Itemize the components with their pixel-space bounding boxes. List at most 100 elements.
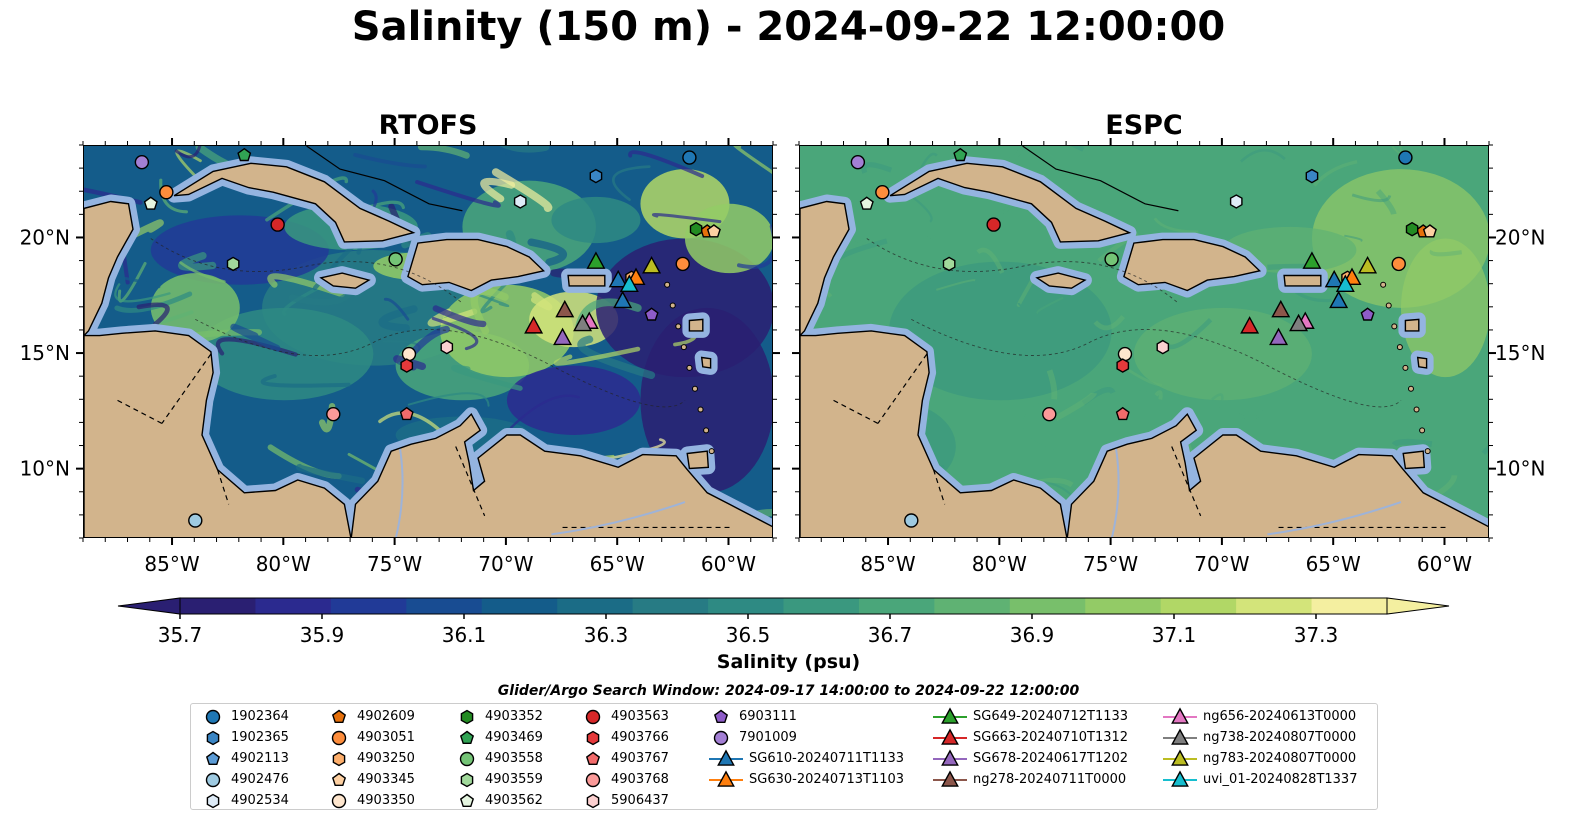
legend-marker[interactable] (459, 751, 475, 766)
observation-marker[interactable] (586, 251, 606, 269)
legend-marker[interactable] (585, 709, 601, 724)
salinity-filament (383, 297, 410, 321)
observation-marker[interactable] (706, 224, 721, 238)
observation-marker[interactable] (613, 290, 633, 309)
observation-marker[interactable] (1229, 194, 1243, 209)
salinity-filament (733, 146, 772, 174)
observation-marker[interactable] (589, 168, 603, 184)
legend-marker[interactable] (586, 793, 600, 808)
observation-marker[interactable] (859, 196, 874, 210)
observation-marker[interactable] (553, 327, 573, 346)
legend-marker[interactable] (460, 772, 474, 787)
observation-marker[interactable] (689, 221, 703, 237)
search-window-caption: Glider/Argo Search Window: 2024-09-17 14… (497, 683, 1080, 699)
legend-marker[interactable] (206, 793, 220, 808)
legend-marker[interactable] (332, 751, 346, 766)
observation-marker[interactable] (1302, 251, 1322, 269)
observation-marker[interactable] (1398, 150, 1413, 165)
legend-marker[interactable] (205, 751, 221, 765)
legend-marker[interactable] (717, 748, 735, 766)
legend-marker[interactable] (331, 772, 347, 786)
observation-marker[interactable] (573, 313, 593, 332)
legend-marker[interactable] (585, 772, 601, 787)
observation-marker[interactable] (1324, 269, 1344, 288)
legend-marker[interactable] (717, 769, 735, 787)
observation-marker[interactable] (524, 316, 544, 334)
observation-marker[interactable] (1360, 307, 1375, 321)
observation-marker[interactable] (986, 217, 1001, 232)
legend-marker[interactable] (1171, 727, 1189, 745)
observation-marker[interactable] (619, 274, 639, 292)
legend-marker[interactable] (459, 730, 475, 744)
map-panel-espc[interactable] (799, 145, 1489, 538)
observation-marker[interactable] (1289, 313, 1309, 332)
legend-marker[interactable] (586, 730, 600, 745)
legend-marker[interactable] (206, 730, 220, 745)
salinity-filament (1481, 445, 1488, 455)
observation-marker[interactable] (608, 269, 628, 288)
observation-marker[interactable] (143, 196, 158, 210)
observation-marker[interactable] (682, 150, 697, 165)
observation-marker[interactable] (1104, 252, 1119, 267)
observation-marker[interactable] (1405, 221, 1419, 237)
observation-marker[interactable] (1042, 406, 1057, 422)
observation-marker[interactable] (942, 256, 956, 272)
observation-marker[interactable] (953, 147, 968, 162)
legend-item: 4903350 (327, 790, 415, 811)
legend-marker[interactable] (1171, 706, 1189, 724)
observation-marker[interactable] (1269, 327, 1289, 346)
observation-marker[interactable] (226, 256, 240, 272)
colorbar-extend-low (117, 597, 181, 615)
legend-marker[interactable] (941, 706, 959, 724)
legend-marker[interactable] (331, 709, 347, 723)
legend-marker[interactable] (459, 793, 475, 807)
legend-marker[interactable] (713, 709, 729, 723)
observation-marker[interactable] (1305, 168, 1319, 184)
observation-marker[interactable] (644, 307, 659, 321)
map-panel-rtofs[interactable] (83, 145, 773, 538)
observation-marker[interactable] (388, 252, 403, 267)
legend-marker[interactable] (205, 772, 221, 787)
legend-marker[interactable] (941, 727, 959, 745)
legend-marker[interactable] (331, 793, 347, 808)
observation-marker[interactable] (1358, 255, 1378, 274)
observation-marker[interactable] (904, 513, 919, 528)
observation-marker[interactable] (440, 339, 454, 355)
observation-marker[interactable] (1156, 339, 1170, 355)
observation-marker[interactable] (1271, 299, 1291, 318)
observation-marker[interactable] (270, 217, 285, 232)
observation-marker[interactable] (134, 154, 150, 170)
observation-marker[interactable] (399, 406, 414, 421)
legend-marker[interactable] (713, 730, 729, 745)
observation-marker[interactable] (513, 194, 527, 209)
lon-tick-label: 60°W (701, 552, 756, 576)
legend-marker[interactable] (941, 748, 959, 766)
observation-marker[interactable] (642, 255, 662, 274)
observation-marker[interactable] (555, 299, 575, 318)
observation-marker[interactable] (1329, 290, 1349, 309)
salinity-filament (417, 146, 470, 159)
observation-marker[interactable] (1116, 358, 1130, 373)
observation-marker[interactable] (875, 185, 890, 200)
legend-marker[interactable] (1171, 769, 1189, 787)
legend-marker[interactable] (331, 730, 347, 745)
observation-marker[interactable] (1335, 274, 1355, 292)
observation-marker[interactable] (1391, 256, 1406, 272)
observation-marker[interactable] (1422, 224, 1437, 238)
land-martinique (700, 356, 712, 369)
legend-column: 4903563 4903766 4903767 4903768 5906437 (581, 706, 669, 811)
legend-marker[interactable] (585, 751, 601, 765)
observation-marker[interactable] (400, 358, 414, 373)
observation-marker[interactable] (1240, 316, 1260, 334)
legend-marker[interactable] (941, 769, 959, 787)
legend-marker[interactable] (205, 709, 221, 724)
observation-marker[interactable] (237, 147, 252, 162)
observation-marker[interactable] (188, 513, 203, 528)
observation-marker[interactable] (326, 406, 341, 422)
observation-marker[interactable] (159, 185, 174, 200)
observation-marker[interactable] (850, 154, 866, 170)
observation-marker[interactable] (1115, 406, 1130, 421)
legend-marker[interactable] (460, 709, 474, 724)
observation-marker[interactable] (675, 256, 690, 272)
legend-marker[interactable] (1171, 748, 1189, 766)
